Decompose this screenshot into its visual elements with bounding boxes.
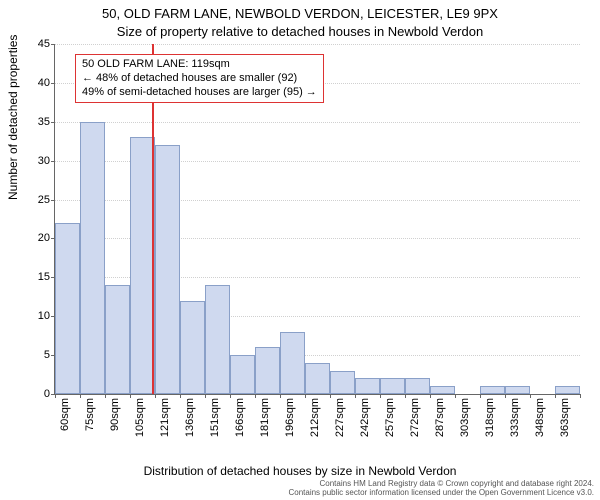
xtick-label: 333sqm xyxy=(509,398,521,437)
xtick-mark xyxy=(80,394,81,398)
y-axis-label: Number of detached properties xyxy=(6,35,20,200)
xtick-mark xyxy=(55,394,56,398)
histogram-bar xyxy=(430,386,455,394)
ytick-label: 45 xyxy=(20,38,50,50)
x-axis-label: Distribution of detached houses by size … xyxy=(0,464,600,478)
ytick-label: 15 xyxy=(20,271,50,283)
histogram-bar xyxy=(55,223,80,394)
histogram-bar xyxy=(555,386,580,394)
ytick-mark xyxy=(51,83,55,84)
ytick-mark xyxy=(51,161,55,162)
xtick-mark xyxy=(505,394,506,398)
histogram-bar xyxy=(105,285,130,394)
histogram-bar xyxy=(355,378,380,394)
histogram-bar xyxy=(80,122,105,394)
ytick-mark xyxy=(51,122,55,123)
xtick-label: 151sqm xyxy=(209,398,221,437)
ytick-label: 40 xyxy=(20,77,50,89)
xtick-label: 136sqm xyxy=(184,398,196,437)
histogram-bar xyxy=(230,355,255,394)
histogram-bar xyxy=(505,386,530,394)
ytick-label: 5 xyxy=(20,349,50,361)
xtick-label: 348sqm xyxy=(534,398,546,437)
xtick-label: 287sqm xyxy=(434,398,446,437)
histogram-bar xyxy=(480,386,505,394)
xtick-label: 90sqm xyxy=(109,398,121,431)
xtick-label: 75sqm xyxy=(84,398,96,431)
xtick-mark xyxy=(130,394,131,398)
gridline xyxy=(55,122,580,123)
xtick-mark xyxy=(305,394,306,398)
xtick-label: 257sqm xyxy=(384,398,396,437)
ytick-label: 35 xyxy=(20,116,50,128)
histogram-bar xyxy=(255,347,280,394)
plot-rect: 05101520253035404560sqm75sqm90sqm105sqm1… xyxy=(54,44,580,395)
xtick-label: 60sqm xyxy=(59,398,71,431)
xtick-label: 363sqm xyxy=(559,398,571,437)
xtick-label: 303sqm xyxy=(459,398,471,437)
xtick-mark xyxy=(480,394,481,398)
footer-line-2: Contains public sector information licen… xyxy=(288,489,594,498)
xtick-label: 181sqm xyxy=(259,398,271,437)
histogram-bar xyxy=(280,332,305,394)
histogram-bar xyxy=(380,378,405,394)
annotation-line-2: ← 48% of detached houses are smaller (92… xyxy=(82,72,317,86)
gridline xyxy=(55,44,580,45)
xtick-label: 227sqm xyxy=(334,398,346,437)
xtick-mark xyxy=(530,394,531,398)
title-line-1: 50, OLD FARM LANE, NEWBOLD VERDON, LEICE… xyxy=(0,6,600,21)
xtick-mark xyxy=(105,394,106,398)
xtick-mark xyxy=(430,394,431,398)
xtick-label: 121sqm xyxy=(159,398,171,437)
chart-container: 50, OLD FARM LANE, NEWBOLD VERDON, LEICE… xyxy=(0,0,600,500)
xtick-mark xyxy=(380,394,381,398)
xtick-label: 242sqm xyxy=(359,398,371,437)
ytick-label: 0 xyxy=(20,388,50,400)
xtick-mark xyxy=(580,394,581,398)
ytick-label: 10 xyxy=(20,310,50,322)
histogram-bar xyxy=(405,378,430,394)
histogram-bar xyxy=(130,137,155,394)
title-line-2: Size of property relative to detached ho… xyxy=(0,24,600,39)
annotation-box: 50 OLD FARM LANE: 119sqm← 48% of detache… xyxy=(75,54,324,103)
xtick-mark xyxy=(255,394,256,398)
annotation-line-1: 50 OLD FARM LANE: 119sqm xyxy=(82,58,317,72)
plot-area: 05101520253035404560sqm75sqm90sqm105sqm1… xyxy=(54,44,579,394)
histogram-bar xyxy=(180,301,205,394)
histogram-bar xyxy=(155,145,180,394)
ytick-mark xyxy=(51,200,55,201)
histogram-bar xyxy=(330,371,355,394)
xtick-label: 166sqm xyxy=(234,398,246,437)
histogram-bar xyxy=(305,363,330,394)
ytick-label: 25 xyxy=(20,194,50,206)
xtick-mark xyxy=(180,394,181,398)
footer-credits: Contains HM Land Registry data © Crown c… xyxy=(288,480,594,498)
ytick-label: 20 xyxy=(20,232,50,244)
xtick-mark xyxy=(205,394,206,398)
xtick-label: 105sqm xyxy=(134,398,146,437)
xtick-mark xyxy=(155,394,156,398)
annotation-line-3: 49% of semi-detached houses are larger (… xyxy=(82,86,317,100)
xtick-mark xyxy=(355,394,356,398)
xtick-label: 212sqm xyxy=(309,398,321,437)
xtick-mark xyxy=(455,394,456,398)
xtick-label: 196sqm xyxy=(284,398,296,437)
xtick-mark xyxy=(405,394,406,398)
ytick-mark xyxy=(51,44,55,45)
xtick-mark xyxy=(330,394,331,398)
xtick-mark xyxy=(230,394,231,398)
xtick-label: 272sqm xyxy=(409,398,421,437)
xtick-mark xyxy=(280,394,281,398)
xtick-mark xyxy=(555,394,556,398)
xtick-label: 318sqm xyxy=(484,398,496,437)
histogram-bar xyxy=(205,285,230,394)
ytick-label: 30 xyxy=(20,155,50,167)
